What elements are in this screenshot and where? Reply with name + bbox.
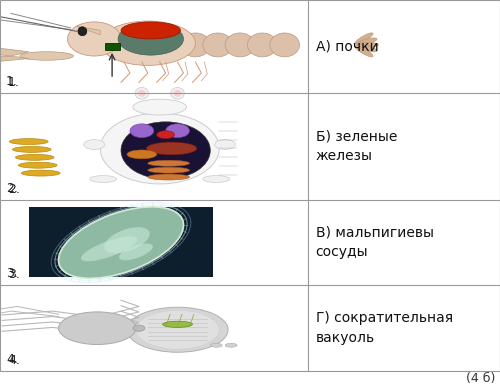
Ellipse shape	[20, 52, 74, 60]
Ellipse shape	[214, 140, 236, 149]
Ellipse shape	[22, 170, 60, 176]
Text: В) мальпигиевы
сосуды: В) мальпигиевы сосуды	[316, 226, 434, 259]
Ellipse shape	[121, 22, 180, 39]
Ellipse shape	[156, 131, 174, 138]
Ellipse shape	[10, 138, 48, 145]
Ellipse shape	[148, 174, 190, 180]
Polygon shape	[76, 26, 100, 35]
Circle shape	[78, 27, 87, 36]
Ellipse shape	[18, 162, 57, 168]
Ellipse shape	[248, 33, 277, 57]
Ellipse shape	[148, 167, 190, 173]
Text: 2.: 2.	[8, 183, 20, 196]
Text: Б) зеленые
железы: Б) зеленые железы	[316, 130, 397, 163]
Ellipse shape	[58, 207, 184, 278]
Ellipse shape	[121, 122, 210, 179]
Ellipse shape	[146, 142, 197, 155]
Ellipse shape	[135, 88, 148, 99]
Ellipse shape	[355, 33, 373, 44]
Polygon shape	[0, 47, 29, 56]
Ellipse shape	[357, 38, 377, 45]
Ellipse shape	[174, 90, 182, 97]
Text: (4 б): (4 б)	[466, 372, 495, 385]
Text: 4.: 4.	[6, 353, 18, 366]
Ellipse shape	[133, 99, 186, 115]
Ellipse shape	[119, 244, 153, 260]
Ellipse shape	[118, 23, 184, 55]
Ellipse shape	[90, 175, 117, 182]
Ellipse shape	[148, 160, 190, 166]
Bar	[104, 43, 120, 50]
Text: 2.: 2.	[6, 182, 18, 195]
Ellipse shape	[171, 88, 184, 99]
Ellipse shape	[180, 33, 210, 57]
Ellipse shape	[357, 45, 377, 52]
Ellipse shape	[12, 147, 51, 152]
Text: 1.: 1.	[8, 76, 20, 89]
Text: А) почки: А) почки	[316, 40, 378, 54]
Polygon shape	[0, 56, 29, 62]
Text: Г) сократительная
вакуоль: Г) сократительная вакуоль	[316, 312, 452, 345]
Ellipse shape	[104, 227, 150, 253]
Text: 1.: 1.	[6, 75, 18, 88]
Ellipse shape	[203, 33, 232, 57]
Ellipse shape	[136, 310, 219, 349]
Ellipse shape	[127, 150, 156, 159]
Ellipse shape	[210, 343, 222, 347]
Ellipse shape	[100, 21, 196, 65]
Ellipse shape	[162, 321, 192, 328]
Ellipse shape	[355, 46, 373, 57]
Ellipse shape	[84, 140, 104, 149]
Ellipse shape	[81, 236, 137, 261]
Text: 3.: 3.	[6, 267, 18, 280]
Bar	[29, 207, 213, 277]
Text: 3.: 3.	[8, 268, 20, 281]
Ellipse shape	[138, 90, 145, 97]
Ellipse shape	[68, 22, 121, 56]
Ellipse shape	[58, 207, 184, 278]
Ellipse shape	[100, 113, 219, 184]
Ellipse shape	[358, 42, 378, 47]
Ellipse shape	[203, 175, 230, 182]
Ellipse shape	[133, 325, 145, 331]
Ellipse shape	[166, 124, 190, 138]
Text: 4.: 4.	[8, 354, 20, 367]
Ellipse shape	[130, 124, 154, 138]
Ellipse shape	[225, 33, 255, 57]
Ellipse shape	[225, 343, 237, 347]
Ellipse shape	[270, 33, 300, 57]
Ellipse shape	[58, 312, 136, 345]
Ellipse shape	[16, 154, 54, 160]
Ellipse shape	[127, 307, 228, 352]
